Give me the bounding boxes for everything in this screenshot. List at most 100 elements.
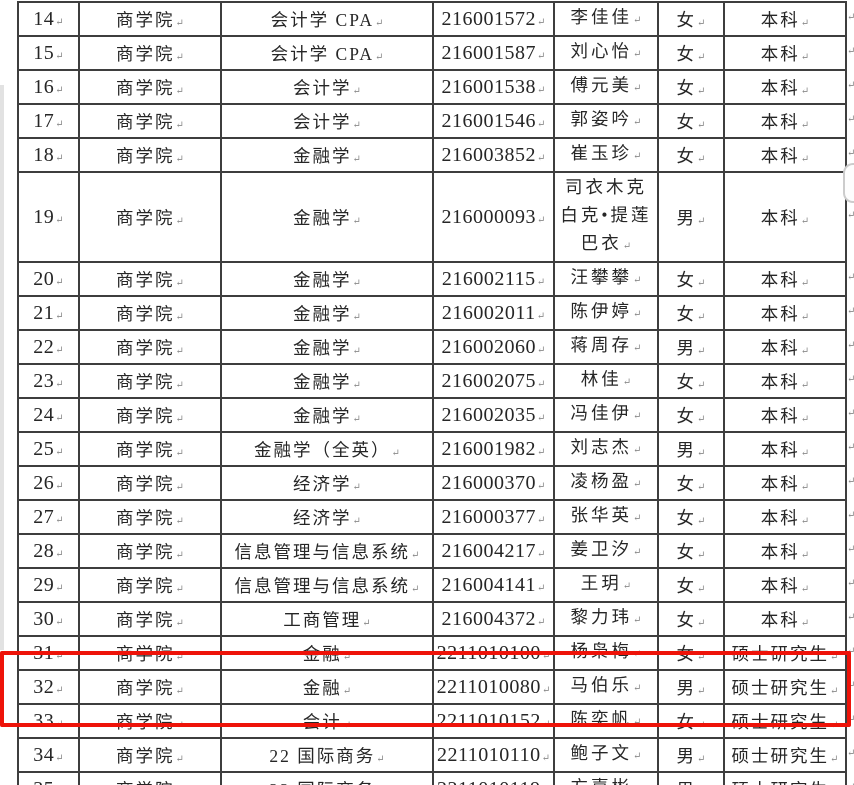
cell-no: 22↵ [17, 329, 80, 365]
paragraph-mark-icon: ↵ [175, 153, 184, 165]
cell-text: 硕士研究生 [731, 711, 830, 732]
cell-text: 金融 [302, 643, 342, 664]
paragraph-mark-icon: ↵ [175, 481, 184, 493]
table-row: 25↵ 商学院↵ 金融学（全英）↵ 216001982↵ 刘志杰↵ 男↵ 本科↵ [17, 431, 847, 467]
paragraph-mark-icon: ↵ [537, 152, 546, 164]
cell-gender: 女↵ [657, 1, 725, 37]
cell-college: 商学院↵ [78, 69, 222, 105]
paragraph-mark-icon: ↵ [800, 413, 810, 425]
row-end-paragraph-mark-icon: ↵ [847, 408, 854, 419]
paragraph-mark-icon: ↵ [352, 515, 361, 527]
paragraph-mark-icon: ↵ [352, 85, 361, 97]
table-row: 22↵ 商学院↵ 金融学↵ 216002060↵ 蒋周存↵ 男↵ 本科↵ [17, 329, 847, 365]
scrollbar-fragment[interactable] [843, 163, 854, 203]
cell-text: 姜卫汐 [570, 539, 633, 559]
cell-text: 蒋周存 [570, 335, 633, 355]
paragraph-mark-icon: ↵ [800, 345, 810, 357]
cell-gender: 女↵ [657, 103, 725, 139]
cell-name: 张华英↵ [553, 499, 659, 535]
cell-text: 商学院 [116, 609, 175, 630]
cell-text: 2211010080 [436, 675, 541, 698]
cell-text: 杨枭梅 [570, 641, 633, 661]
cell-level: 硕士研究生↵ [723, 669, 847, 705]
paragraph-mark-icon: ↵ [537, 378, 546, 390]
paragraph-mark-icon: ↵ [633, 117, 642, 128]
paragraph-mark-icon: ↵ [633, 649, 642, 660]
cell-text: 18 [33, 143, 55, 166]
cell-college: 商学院↵ [78, 103, 222, 139]
cell-text: 2211010119 [437, 778, 541, 785]
paragraph-mark-icon: ↵ [55, 50, 64, 62]
cell-text: 216004217 [441, 539, 537, 562]
cell-text: 本科 [760, 439, 800, 460]
cell-gender: 女↵ [657, 137, 725, 173]
cell-major: 会计↵ [220, 703, 434, 739]
cell-college: 商学院↵ [78, 533, 222, 569]
cell-no: 17↵ [17, 103, 80, 139]
paragraph-mark-icon: ↵ [830, 719, 839, 731]
cell-text: 24 [33, 403, 55, 426]
cell-level: 本科↵ [723, 465, 847, 501]
cell-text: 本科 [760, 77, 800, 98]
cell-student_id: 216000370↵ [432, 465, 555, 501]
cell-text: 216002075 [441, 369, 537, 392]
cell-college: 商学院↵ [78, 363, 222, 399]
cell-level: 硕士研究生↵ [723, 737, 847, 773]
paragraph-mark-icon: ↵ [376, 753, 385, 765]
table-row: 16↵ 商学院↵ 会计学↵ 216001538↵ 傅元美↵ 女↵ 本科↵ [17, 69, 847, 105]
cell-major: 信息管理与信息系统↵ [220, 567, 434, 603]
row-end-paragraph-mark-icon: ↵ [847, 306, 854, 317]
cell-text: 女 [676, 575, 697, 596]
cell-text: 商学院 [116, 303, 175, 324]
paragraph-mark-icon: ↵ [55, 412, 64, 424]
paragraph-mark-icon: ↵ [697, 277, 706, 289]
cell-gender: 女↵ [657, 567, 725, 603]
cell-college: 商学院↵ [78, 329, 222, 365]
paragraph-mark-icon: ↵ [697, 719, 706, 731]
cell-level: 本科↵ [723, 295, 847, 331]
cell-level: 本科↵ [723, 171, 847, 263]
cell-level: 硕士研究生↵ [723, 703, 847, 739]
cell-gender: 女↵ [657, 295, 725, 331]
cell-college: 商学院↵ [78, 703, 222, 739]
cell-text: 王玥 [580, 573, 622, 593]
cell-college: 商学院↵ [78, 567, 222, 603]
cell-student_id: 2211010119↵ [432, 771, 555, 785]
cell-text: 本科 [760, 473, 800, 494]
cell-student_id: 2211010080↵ [432, 669, 555, 705]
row-end-paragraph-mark-icon: ↵ [847, 680, 854, 691]
cell-name: 王玥↵ [553, 567, 659, 603]
cell-text: 金融学 [293, 405, 352, 426]
paragraph-mark-icon: ↵ [352, 153, 361, 165]
paragraph-mark-icon: ↵ [536, 276, 546, 288]
cell-text: 本科 [760, 507, 800, 528]
paragraph-mark-icon: ↵ [800, 51, 810, 63]
paragraph-mark-icon: ↵ [633, 615, 642, 626]
cell-text: 本科 [760, 145, 800, 166]
cell-text: 女 [676, 609, 697, 630]
table-row-highlighted: 34↵ 商学院↵ 22 国际商务↵ 2211010110↵ 鲍子文↵ 男↵ 硕士研究生↵ [17, 737, 847, 773]
cell-text: 216002035 [441, 403, 537, 426]
cell-text: 216004141 [441, 573, 537, 596]
cell-level: 本科↵ [723, 363, 847, 399]
cell-text: 商学院 [116, 43, 175, 64]
paragraph-mark-icon: ↵ [55, 650, 64, 662]
cell-major: 金融↵ [220, 635, 434, 671]
cell-no: 15↵ [17, 35, 80, 71]
cell-text: 会计学 [293, 111, 352, 132]
cell-text: 信息管理与信息系统 [234, 541, 411, 562]
cell-college: 商学院↵ [78, 431, 222, 467]
paragraph-mark-icon: ↵ [537, 16, 546, 28]
cell-level: 本科↵ [723, 1, 847, 37]
cell-text: 会计学 CPA [270, 43, 374, 64]
cell-gender: 男↵ [657, 737, 725, 773]
paragraph-mark-icon: ↵ [55, 276, 64, 288]
paragraph-mark-icon: ↵ [537, 514, 546, 526]
cell-name: 陈伊婷↵ [553, 295, 659, 331]
cell-gender: 女↵ [657, 69, 725, 105]
paragraph-mark-icon: ↵ [55, 548, 64, 560]
paragraph-mark-icon: ↵ [697, 215, 706, 227]
cell-text: 本科 [760, 371, 800, 392]
paragraph-mark-icon: ↵ [622, 377, 632, 388]
paragraph-mark-icon: ↵ [800, 447, 810, 459]
